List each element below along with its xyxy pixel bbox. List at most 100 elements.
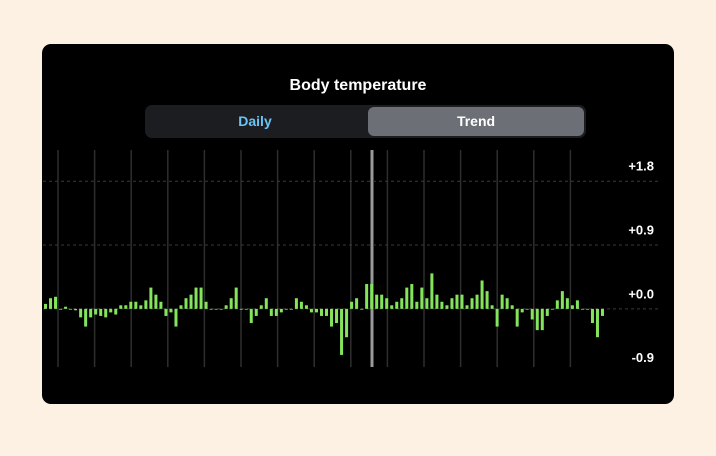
bar [294,298,298,309]
bar [154,294,158,309]
bar [465,305,469,309]
bar [450,298,454,309]
bar [249,308,253,324]
bar [54,296,58,309]
bar [319,308,323,316]
bar [299,301,303,309]
bar [119,305,123,309]
bar [510,305,514,309]
bar [139,305,143,309]
bar [430,273,434,309]
bar [365,284,369,309]
title: Body temperature [289,77,427,94]
bar [224,305,228,309]
bar [520,308,524,313]
bar [309,308,313,313]
bar [59,308,63,310]
bar [274,308,278,316]
bar [575,300,579,309]
bar [174,308,178,327]
bar [239,308,243,310]
bar [525,308,529,310]
bar [204,301,208,309]
bar [390,305,394,309]
bar [94,308,98,315]
bar [580,308,584,310]
bar [440,301,444,309]
bar [189,294,193,309]
bar [164,308,168,316]
bar [284,308,288,310]
bar [279,308,283,313]
bar [355,298,359,309]
bar [345,308,349,338]
bar [109,308,113,313]
bar [99,308,103,316]
bar [289,308,293,310]
bar [475,294,479,309]
bar [69,308,73,310]
bar [264,298,268,309]
bar [229,298,233,309]
bar [74,308,78,311]
bar [244,308,248,310]
bar [169,308,173,313]
bar [485,291,489,309]
bar [89,308,93,318]
bar [490,305,494,309]
bar [184,298,188,309]
bar [585,308,589,310]
bar [415,301,419,309]
bar [380,294,384,309]
segmented-control: Daily Trend [145,105,586,138]
bar [460,294,464,309]
bar [445,305,449,309]
bar [495,308,499,327]
bar [395,301,399,309]
bar [79,308,83,318]
bar [84,308,88,327]
bar [590,308,594,324]
bar [515,308,519,327]
bar [325,308,329,316]
bar [570,305,574,309]
bar [304,305,308,309]
bar [400,298,404,309]
bar [425,298,429,309]
bar [234,287,238,309]
bar [420,287,424,309]
bar [530,308,534,320]
bar [410,284,414,309]
bar [330,308,334,327]
y-tick-label: -0.9 [632,350,654,365]
tab-selected[interactable]: Trend [368,107,584,136]
bar [259,305,263,309]
bar [114,308,118,315]
bar [375,294,379,309]
bar [209,308,213,310]
y-tick-label: +1.8 [628,159,654,174]
y-tick-label: +0.9 [628,222,654,237]
bar [595,308,599,338]
bar [144,300,148,309]
bar [124,305,128,309]
bar [335,308,339,324]
bar [565,298,569,309]
bar [540,308,544,331]
bar [455,294,459,309]
bar [560,291,564,309]
bar [480,280,484,309]
bar [435,294,439,309]
bar [194,287,198,309]
bar [370,284,374,309]
card: Body temperature Daily Trend [42,44,674,404]
bar [179,305,183,309]
bar [500,294,504,309]
tab[interactable]: Daily [238,113,272,129]
y-tick-label: +0.0 [628,286,654,301]
bar [44,303,48,309]
bar [134,301,138,309]
bar [254,308,258,316]
bar [535,308,539,331]
